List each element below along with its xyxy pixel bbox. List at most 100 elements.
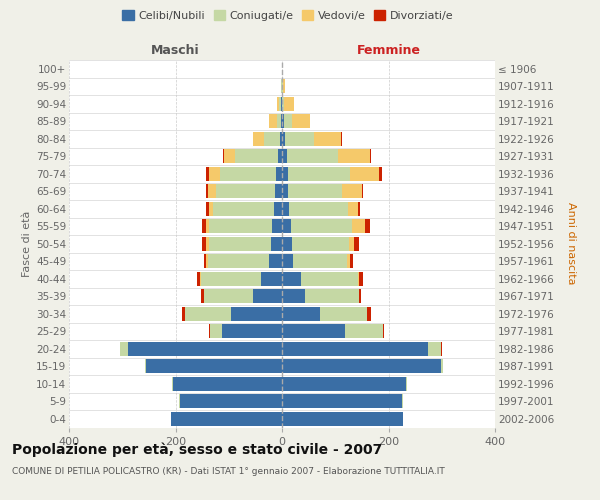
Text: Popolazione per età, sesso e stato civile - 2007: Popolazione per età, sesso e stato civil… [12,442,382,457]
Bar [440,359,443,373]
Bar [362,184,363,198]
Bar [350,167,379,180]
Bar [213,202,274,216]
Bar [269,254,282,268]
Bar [289,167,350,180]
Bar [370,149,371,163]
Bar [282,324,345,338]
Bar [305,289,359,303]
Bar [224,149,235,163]
Bar [282,359,440,373]
Bar [282,202,289,216]
Bar [232,306,282,321]
Bar [171,412,282,426]
Bar [379,167,382,180]
Bar [314,132,341,146]
Bar [282,79,283,93]
Bar [282,237,292,251]
Bar [216,184,275,198]
Bar [290,219,352,233]
Bar [253,289,282,303]
Bar [197,272,200,286]
Bar [441,342,442,356]
Bar [201,289,204,303]
Bar [284,114,292,128]
Bar [209,237,271,251]
Bar [182,306,185,321]
Bar [206,254,208,268]
Bar [272,219,282,233]
Bar [289,184,341,198]
Y-axis label: Anni di nascita: Anni di nascita [566,202,575,285]
Bar [347,254,350,268]
Bar [206,184,208,198]
Bar [180,394,282,408]
Bar [253,132,264,146]
Bar [223,149,224,163]
Bar [358,202,360,216]
Bar [350,254,353,268]
Bar [208,184,216,198]
Bar [282,149,287,163]
Bar [355,237,359,251]
Bar [282,412,403,426]
Bar [206,202,209,216]
Bar [292,237,349,251]
Bar [206,167,209,180]
Bar [289,202,348,216]
Bar [202,219,206,233]
Bar [278,149,282,163]
Bar [365,219,370,233]
Bar [206,219,209,233]
Bar [352,219,365,233]
Bar [284,97,294,111]
Bar [145,359,146,373]
Bar [201,272,260,286]
Bar [204,289,253,303]
Bar [282,272,301,286]
Bar [287,149,338,163]
Bar [209,202,213,216]
Bar [206,237,209,251]
Text: Maschi: Maschi [151,44,200,57]
Bar [275,184,282,198]
Bar [349,237,355,251]
Bar [220,167,275,180]
Bar [284,132,314,146]
Bar [345,324,383,338]
Bar [282,289,305,303]
Bar [280,132,282,146]
Bar [235,149,278,163]
Bar [359,272,364,286]
Bar [202,237,206,251]
Bar [406,377,407,391]
Bar [293,254,347,268]
Bar [301,272,358,286]
Bar [204,254,206,268]
Bar [120,342,128,356]
Bar [146,359,282,373]
Bar [383,324,384,338]
Bar [292,114,310,128]
Bar [282,167,289,180]
Bar [341,184,362,198]
Bar [271,237,282,251]
Text: COMUNE DI PETILIA POLICASTRO (KR) - Dati ISTAT 1° gennaio 2007 - Elaborazione TU: COMUNE DI PETILIA POLICASTRO (KR) - Dati… [12,468,445,476]
Bar [282,97,284,111]
Bar [282,377,406,391]
Bar [367,306,371,321]
Bar [282,394,403,408]
Bar [269,114,277,128]
Bar [282,132,284,146]
Bar [428,342,441,356]
Bar [277,114,281,128]
Bar [320,306,367,321]
Bar [338,149,370,163]
Bar [275,167,282,180]
Bar [209,219,272,233]
Bar [264,132,280,146]
Bar [282,342,428,356]
Bar [185,306,232,321]
Bar [274,202,282,216]
Y-axis label: Fasce di età: Fasce di età [22,210,32,277]
